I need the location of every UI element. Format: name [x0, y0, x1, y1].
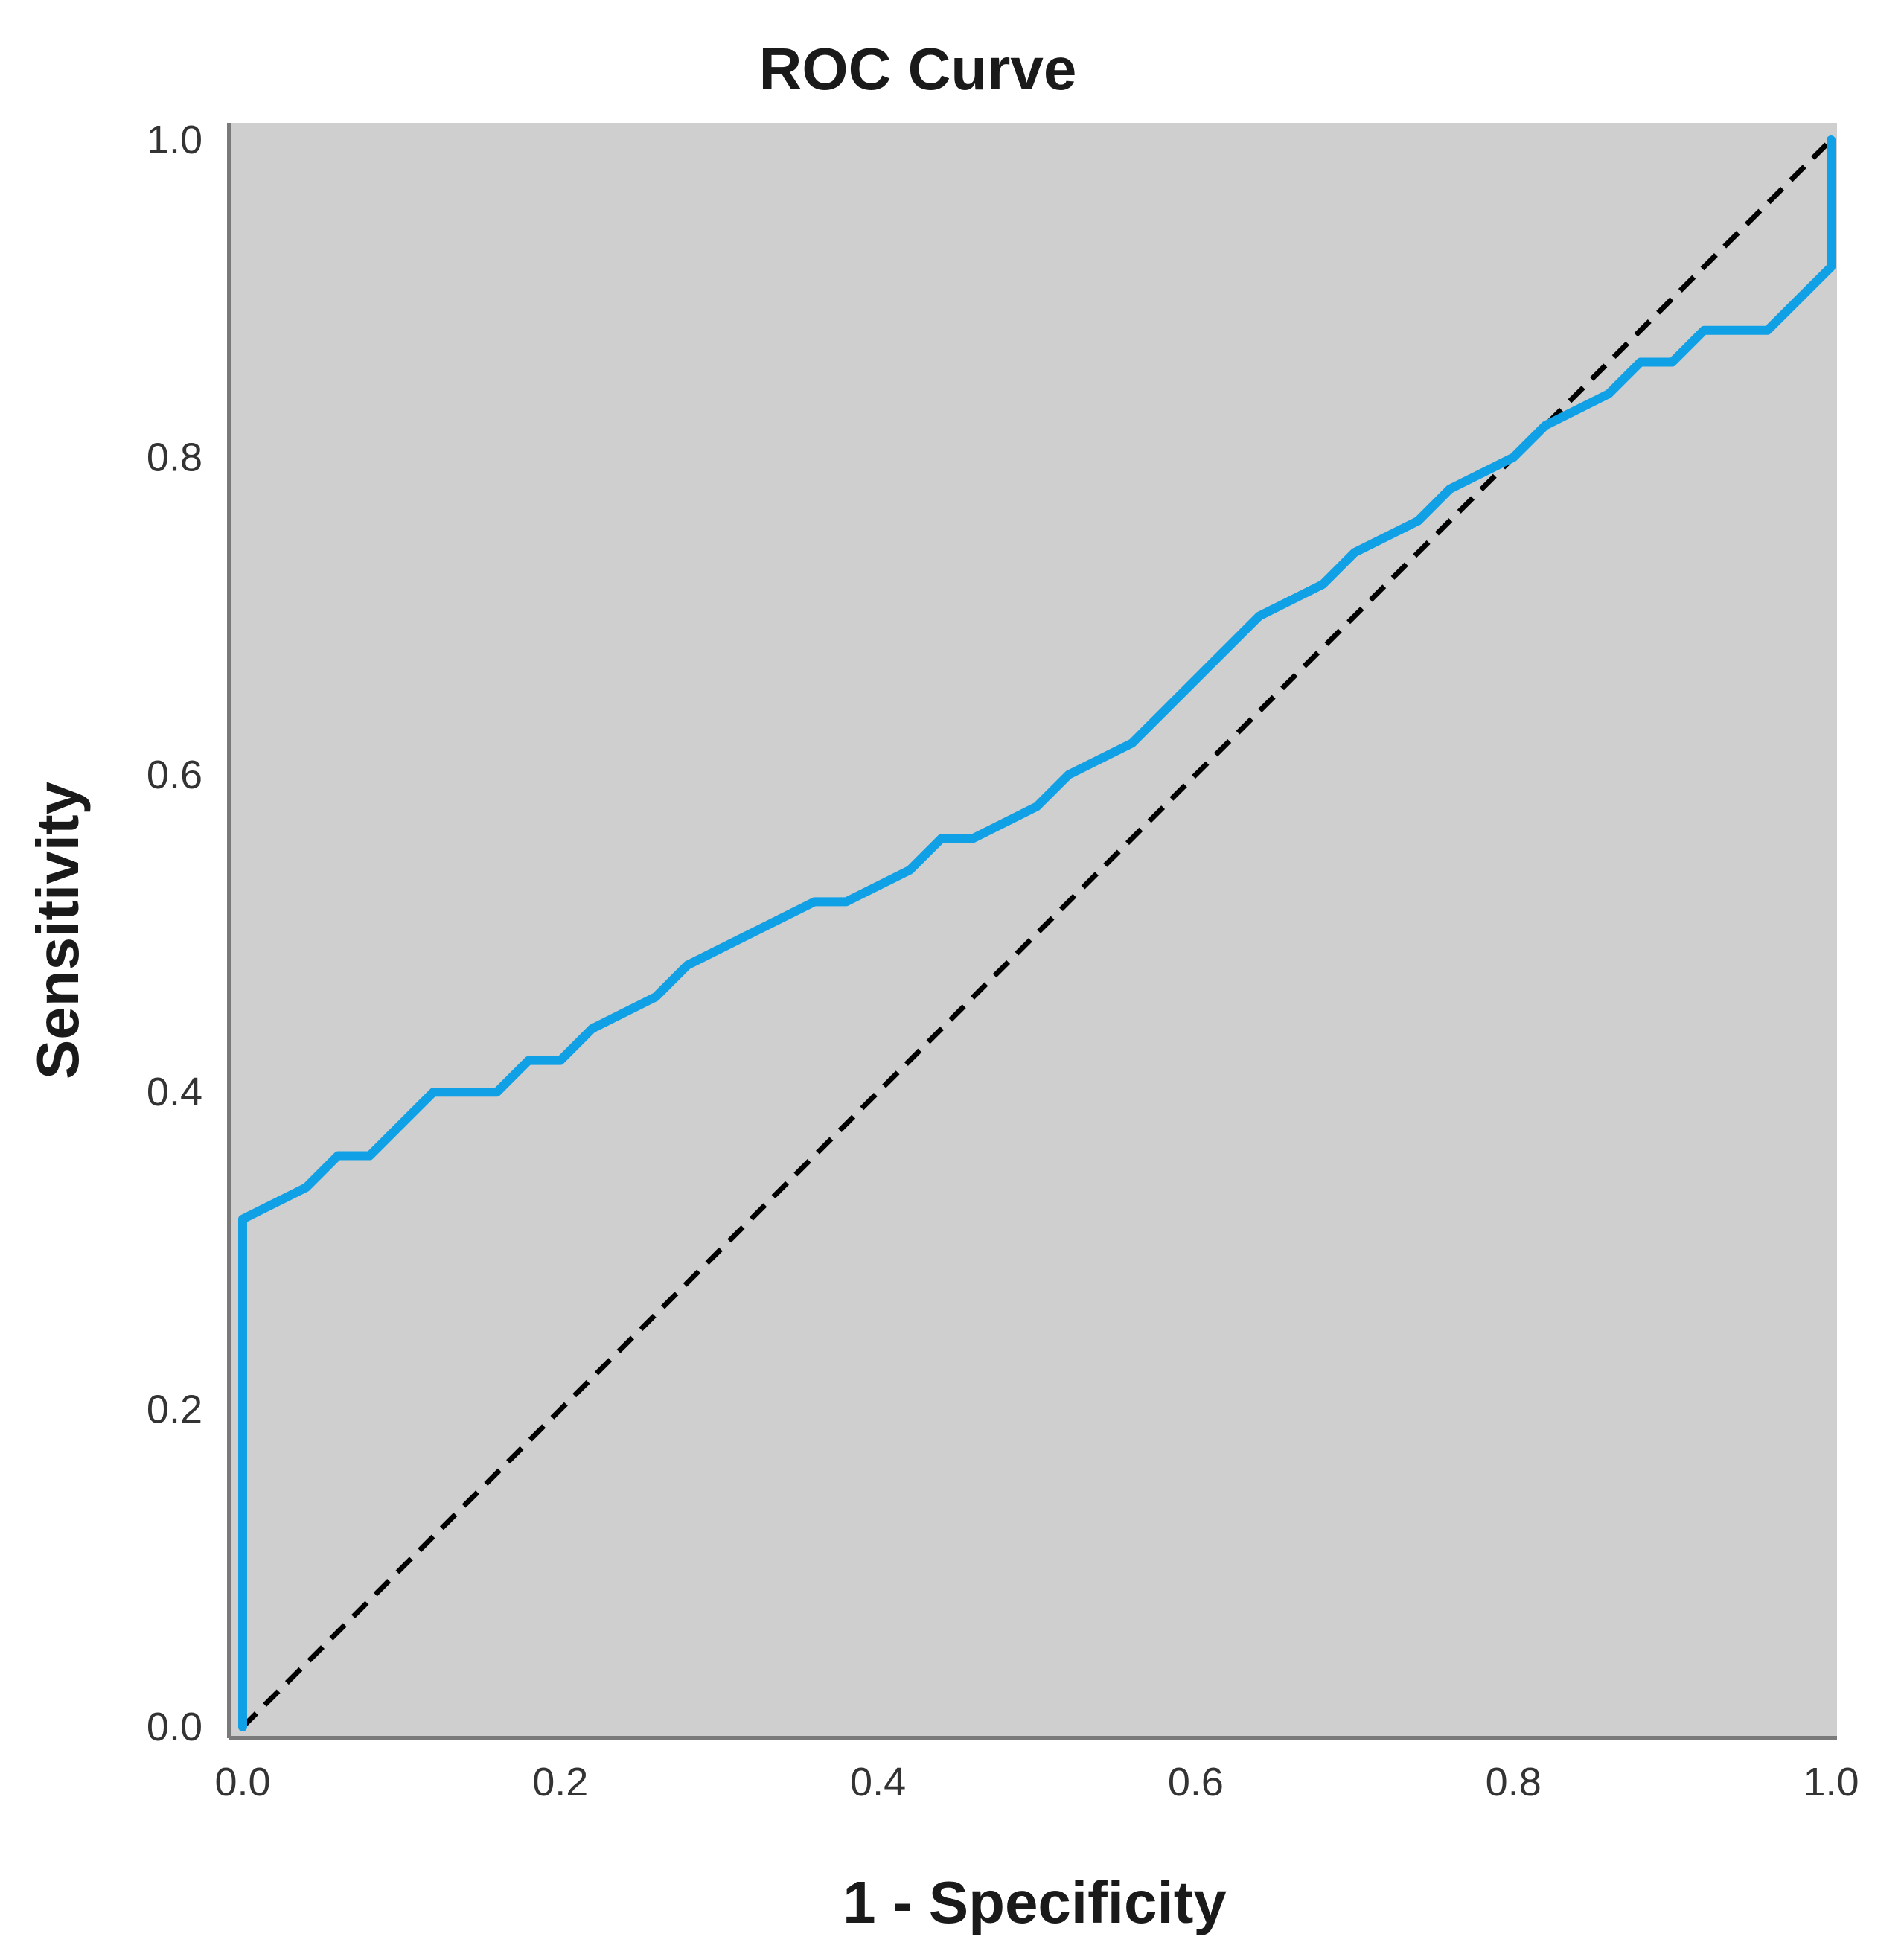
x-tick-label: 0.6 [1168, 1760, 1224, 1804]
x-tick-label: 0.8 [1486, 1760, 1542, 1804]
series-lines [238, 135, 1836, 1731]
plot-area [229, 123, 1837, 1738]
roc-curve-line [238, 135, 1836, 1731]
y-axis-label: Sensitivity [25, 781, 91, 1079]
y-tick-label: 0.6 [147, 753, 202, 797]
axis-ticks: 0.0 0.2 0.4 0.6 0.8 1.0 0.0 0.2 0.4 0.6 0.8 1.0 [147, 118, 1859, 1804]
y-tick-label: 0.2 [147, 1388, 202, 1432]
x-tick-label: 1.0 [1803, 1760, 1859, 1804]
x-tick-label: 0.2 [532, 1760, 588, 1804]
y-tick-label: 0.0 [147, 1705, 202, 1749]
chart-title: ROC Curve [759, 36, 1077, 102]
y-tick-label: 1.0 [147, 118, 202, 162]
x-tick-label: 0.0 [214, 1760, 270, 1804]
y-tick-label: 0.4 [147, 1070, 202, 1114]
x-tick-label: 0.4 [850, 1760, 906, 1804]
y-tick-label: 0.8 [147, 435, 202, 479]
x-axis-label: 1 - Specificity [843, 1869, 1227, 1935]
